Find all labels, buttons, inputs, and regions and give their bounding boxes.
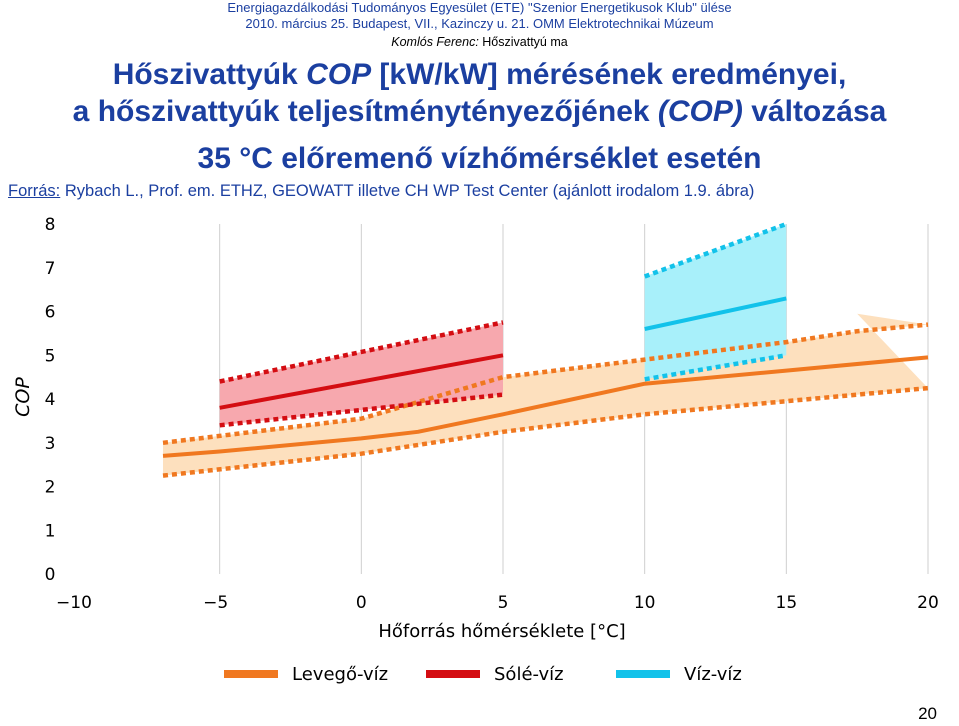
header-topic: Hőszivattyú ma xyxy=(482,35,568,49)
x-tick-label: 0 xyxy=(356,593,367,613)
y-tick-label: 3 xyxy=(45,434,56,454)
x-tick-label: 10 xyxy=(634,593,656,613)
title-line2: a hőszivattyúk teljesítménytényezőjének … xyxy=(0,93,959,130)
viz-upper-bound xyxy=(643,221,788,279)
y-tick-label: 7 xyxy=(45,259,56,279)
legend-label-viz: Víz-víz xyxy=(684,664,742,685)
source-text: Rybach L., Prof. em. ETHZ, GEOWATT illet… xyxy=(60,182,755,200)
y-tick-label: 4 xyxy=(45,390,56,410)
y-tick-label: 1 xyxy=(45,521,56,541)
y-tick-label: 5 xyxy=(45,346,56,366)
title-line2-b: (COP) xyxy=(657,95,743,128)
viz-mean-line xyxy=(644,296,787,331)
x-tick-labels: −10 −5 0 5 10 15 20 xyxy=(56,593,939,613)
header-line3: Komlós Ferenc: Hőszivattyú ma xyxy=(0,35,959,49)
levego-upper-bound xyxy=(162,322,929,446)
x-tick-label: 20 xyxy=(917,593,939,613)
header-author: Komlós Ferenc: xyxy=(391,35,479,49)
title-line2-c: változása xyxy=(742,95,887,128)
x-tick-label: −5 xyxy=(203,593,228,613)
y-tick-label: 6 xyxy=(45,303,56,323)
header-line1: Energiagazdálkodási Tudományos Egyesület… xyxy=(227,0,732,15)
sole-mean-line xyxy=(219,353,504,410)
legend-label-levego: Levegő-víz xyxy=(292,664,388,685)
header-line2: 2010. március 25. Budapest, VII., Kazinc… xyxy=(245,16,714,31)
chart-means xyxy=(162,296,929,458)
y-tick-label: 2 xyxy=(45,478,56,498)
levego-mean-line xyxy=(162,355,929,458)
title-line2-a: a hőszivattyúk teljesítménytényezőjének xyxy=(72,95,658,128)
chart-bands xyxy=(163,224,928,476)
legend-swatch-levego xyxy=(224,670,278,678)
legend-label-sole: Sólé-víz xyxy=(494,664,564,685)
x-tick-label: −10 xyxy=(56,593,92,613)
sole-upper-bound xyxy=(219,320,504,384)
viz-lower-bound xyxy=(644,353,787,382)
legend-swatch-sole xyxy=(426,670,480,678)
levego-lower-bound xyxy=(162,385,929,478)
source-label: Forrás: xyxy=(8,182,61,200)
title-line1-b: COP xyxy=(306,58,372,91)
band-viz xyxy=(644,224,787,380)
title-line1: Hőszivattyúk COP [kW/kW] mérésének eredm… xyxy=(0,56,959,93)
x-axis-label: Hőforrás hőmérséklete [°C] xyxy=(378,621,625,642)
chart-bounds xyxy=(162,221,929,478)
title-line3: 35 °C előremenő vízhőmérséklet esetén xyxy=(197,142,762,175)
source-note: Forrás: Rybach L., Prof. em. ETHZ, GEOWA… xyxy=(8,182,754,201)
legend-swatch-viz xyxy=(616,670,670,678)
x-tick-label: 5 xyxy=(498,593,509,613)
y-tick-label: 8 xyxy=(45,215,56,235)
title-line1-c: [kW/kW] mérésének eredményei, xyxy=(371,58,847,91)
y-tick-labels: 0 1 2 3 4 5 6 7 8 xyxy=(45,215,56,585)
title-line1-a: Hőszivattyúk xyxy=(112,58,307,91)
y-axis-label: COP xyxy=(12,377,34,417)
x-tick-label: 15 xyxy=(776,593,798,613)
chart-legend: Levegő-víz Sólé-víz Víz-víz xyxy=(224,664,742,685)
page-number: 20 xyxy=(918,704,937,723)
y-tick-label: 0 xyxy=(45,565,56,585)
sole-lower-bound xyxy=(219,392,504,428)
